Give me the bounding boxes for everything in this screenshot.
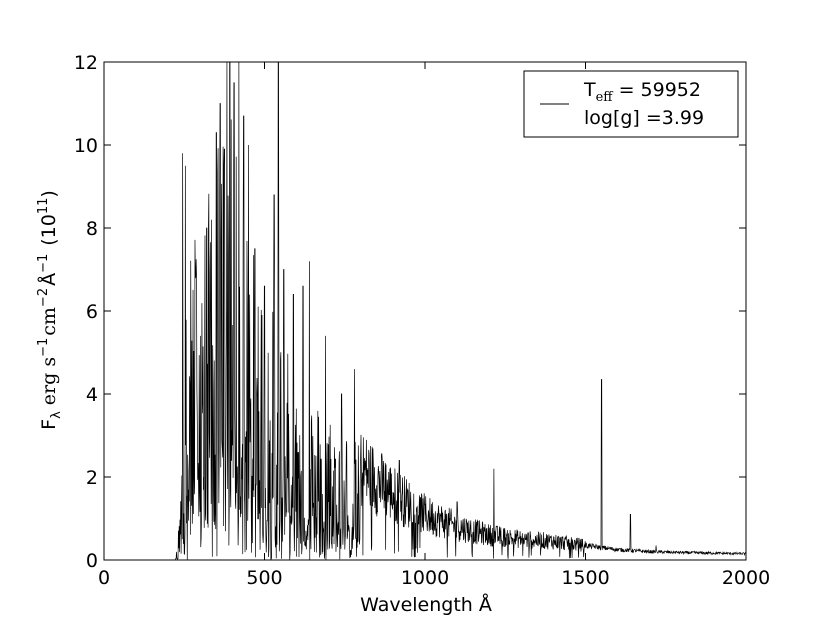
- legend-teff-main: T: [583, 79, 596, 101]
- y-axis-label: Fλerg s−1cm−2Å−1(1011): [36, 190, 64, 430]
- y-label-exp2: −2: [36, 288, 51, 307]
- y-tick-label: 6: [86, 301, 98, 323]
- legend-logg: log[g] =3.99: [584, 107, 704, 129]
- plot-area: [173, 62, 746, 560]
- y-tick-label: 4: [86, 384, 98, 406]
- legend-teff: Teff = 59952: [583, 79, 701, 105]
- y-label-units2: cm: [38, 307, 60, 336]
- svg-text:Fλerg s−1cm−2Å−1(1011): Fλerg s−1cm−2Å−1(1011): [36, 190, 64, 430]
- y-label-exp1: −1: [36, 338, 51, 357]
- legend-teff-sub: eff: [596, 90, 615, 105]
- y-tick-label: 2: [86, 467, 98, 489]
- axis-ticks: 0 500 1000 1500 2000 0 2 4 6 8 10 12: [74, 52, 770, 589]
- y-tick-label: 10: [74, 135, 98, 157]
- y-label-scale-exp: 11: [36, 198, 51, 215]
- y-label-units3: Å: [37, 273, 60, 286]
- x-tick-label: 2000: [722, 567, 770, 589]
- legend-teff-value: = 59952: [613, 79, 701, 101]
- plot-frame: [103, 61, 747, 561]
- y-tick-label: 12: [74, 52, 98, 74]
- y-label-scale-open: (10: [38, 214, 60, 246]
- y-label-scale-close: ): [38, 190, 60, 197]
- x-tick-label: 0: [98, 567, 110, 589]
- y-label-main: F: [38, 419, 60, 430]
- y-tick-label: 0: [86, 550, 98, 572]
- legend: Teff = 59952 log[g] =3.99: [523, 70, 739, 138]
- spectrum-series-line: [173, 62, 746, 560]
- x-tick-label: 1500: [561, 567, 609, 589]
- y-label-units1: erg s: [38, 357, 60, 405]
- y-label-sub: λ: [49, 411, 64, 419]
- x-tick-label: 1000: [401, 567, 449, 589]
- x-tick-label: 500: [246, 567, 282, 589]
- x-axis-label: Wavelength Å: [360, 593, 492, 616]
- y-tick-label: 8: [86, 218, 98, 240]
- y-label-exp3: −1: [36, 254, 51, 273]
